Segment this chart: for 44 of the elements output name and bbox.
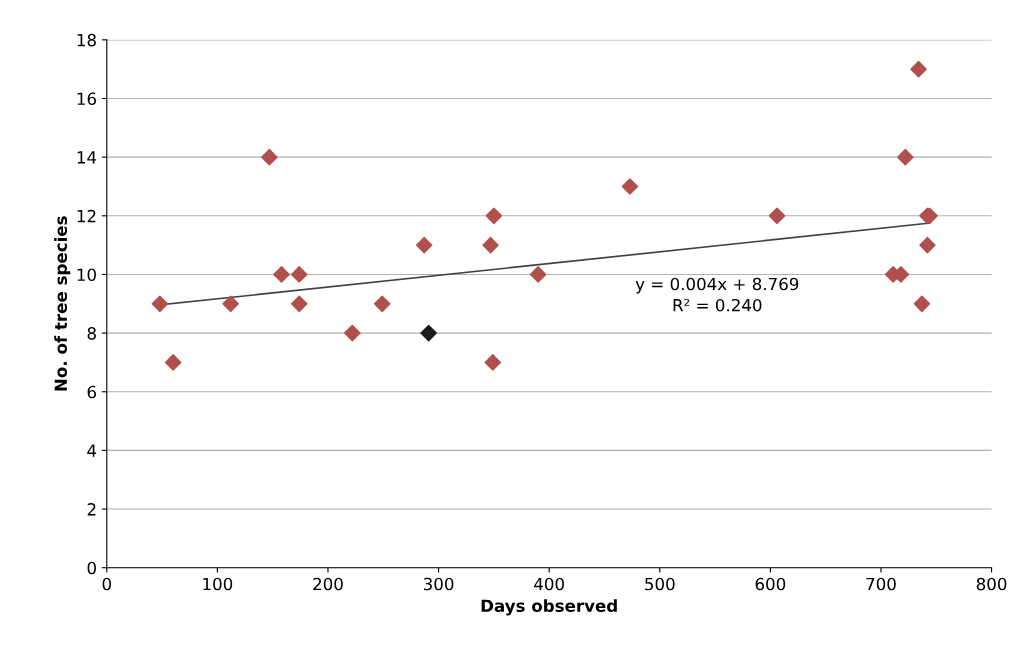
point xyxy=(485,207,503,225)
point xyxy=(420,324,437,342)
point xyxy=(273,266,290,283)
point xyxy=(910,60,927,78)
y-tick-label: 12 xyxy=(77,209,96,223)
point xyxy=(768,207,786,225)
y-tick-label: 14 xyxy=(77,151,97,164)
point xyxy=(373,295,391,313)
point xyxy=(529,266,547,283)
y-tick-label: 6 xyxy=(87,385,97,399)
x-tick-label: 400 xyxy=(534,577,564,591)
y-tick-label: 2 xyxy=(87,503,96,516)
point xyxy=(415,236,433,254)
y-tick-label: 4 xyxy=(87,444,97,457)
y-tick-label: 8 xyxy=(87,327,96,340)
x-tick-label: 100 xyxy=(203,577,233,591)
annotation: R² = 0.240 xyxy=(673,298,762,312)
y-tick-label: 18 xyxy=(77,33,96,47)
point xyxy=(164,354,182,371)
y-tick-label: 16 xyxy=(77,92,97,106)
point xyxy=(222,295,239,313)
x-tick-label: 700 xyxy=(866,577,896,591)
point xyxy=(484,354,502,371)
x-axis-title: Days observed xyxy=(481,599,617,616)
point xyxy=(621,178,639,195)
x-tick-label: 300 xyxy=(423,577,454,591)
annotation: y = 0.004x + 8.769 xyxy=(635,277,799,294)
point xyxy=(151,295,169,313)
point xyxy=(919,236,936,254)
x-tick-label: 600 xyxy=(755,577,786,591)
y-tick-label: 10 xyxy=(77,268,96,282)
x-tick-label: 200 xyxy=(313,577,343,591)
x-tick-label: 0 xyxy=(102,577,111,591)
point xyxy=(344,324,361,342)
point xyxy=(290,266,308,283)
point xyxy=(913,295,931,313)
x-tick-label: 500 xyxy=(645,577,675,591)
point xyxy=(482,236,499,254)
point xyxy=(261,148,278,166)
point xyxy=(897,148,914,166)
y-axis-title: No. of tree species xyxy=(54,216,71,391)
point xyxy=(290,295,308,313)
y-tick-label: 0 xyxy=(87,561,96,575)
x-tick-label: 800 xyxy=(976,577,1007,591)
